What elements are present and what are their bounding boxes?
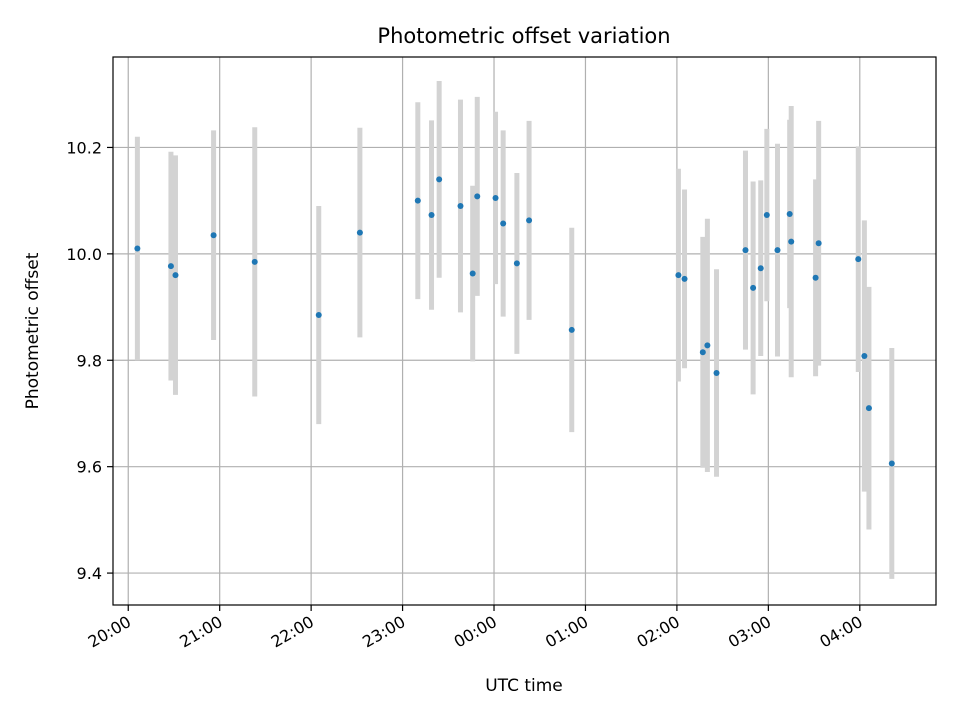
data-point	[469, 270, 476, 277]
data-point	[786, 210, 793, 217]
data-point	[861, 353, 868, 360]
data-point	[457, 202, 464, 209]
y-tick-label: 9.8	[77, 351, 102, 370]
data-point	[513, 260, 520, 267]
y-tick-label: 10.2	[66, 138, 102, 157]
data-point	[888, 460, 895, 467]
data-point	[788, 238, 795, 245]
y-tick-label: 10.0	[66, 245, 102, 264]
data-point	[167, 263, 174, 270]
data-point	[492, 194, 499, 201]
data-point	[855, 256, 862, 263]
data-point	[750, 284, 757, 291]
data-point	[568, 326, 575, 333]
data-point	[474, 193, 481, 200]
data-point	[315, 312, 322, 319]
y-tick-label: 9.6	[77, 458, 102, 477]
data-point	[500, 220, 507, 227]
data-point	[713, 370, 720, 377]
plot-frame	[112, 56, 937, 606]
data-point	[757, 265, 764, 272]
data-point	[210, 232, 217, 239]
data-point	[865, 405, 872, 412]
data-point	[172, 272, 179, 279]
data-point	[812, 274, 819, 281]
data-point	[774, 247, 781, 254]
data-point	[763, 212, 770, 219]
data-point	[436, 176, 443, 183]
y-tick-label: 9.4	[77, 564, 102, 583]
x-axis-label: UTC time	[485, 676, 563, 696]
plot-area	[113, 57, 936, 605]
data-points	[134, 176, 895, 467]
data-point	[356, 229, 363, 236]
data-point	[742, 247, 749, 254]
data-point	[699, 349, 706, 356]
data-point	[428, 212, 435, 219]
data-point	[815, 240, 822, 247]
data-point	[526, 217, 533, 224]
data-point	[675, 272, 682, 279]
y-axis-label: Photometric offset	[23, 252, 43, 409]
data-point	[134, 245, 141, 252]
data-point	[414, 197, 421, 204]
chart-title: Photometric offset variation	[377, 24, 670, 48]
data-point	[251, 258, 258, 265]
data-point	[681, 275, 688, 282]
data-point	[704, 342, 711, 349]
